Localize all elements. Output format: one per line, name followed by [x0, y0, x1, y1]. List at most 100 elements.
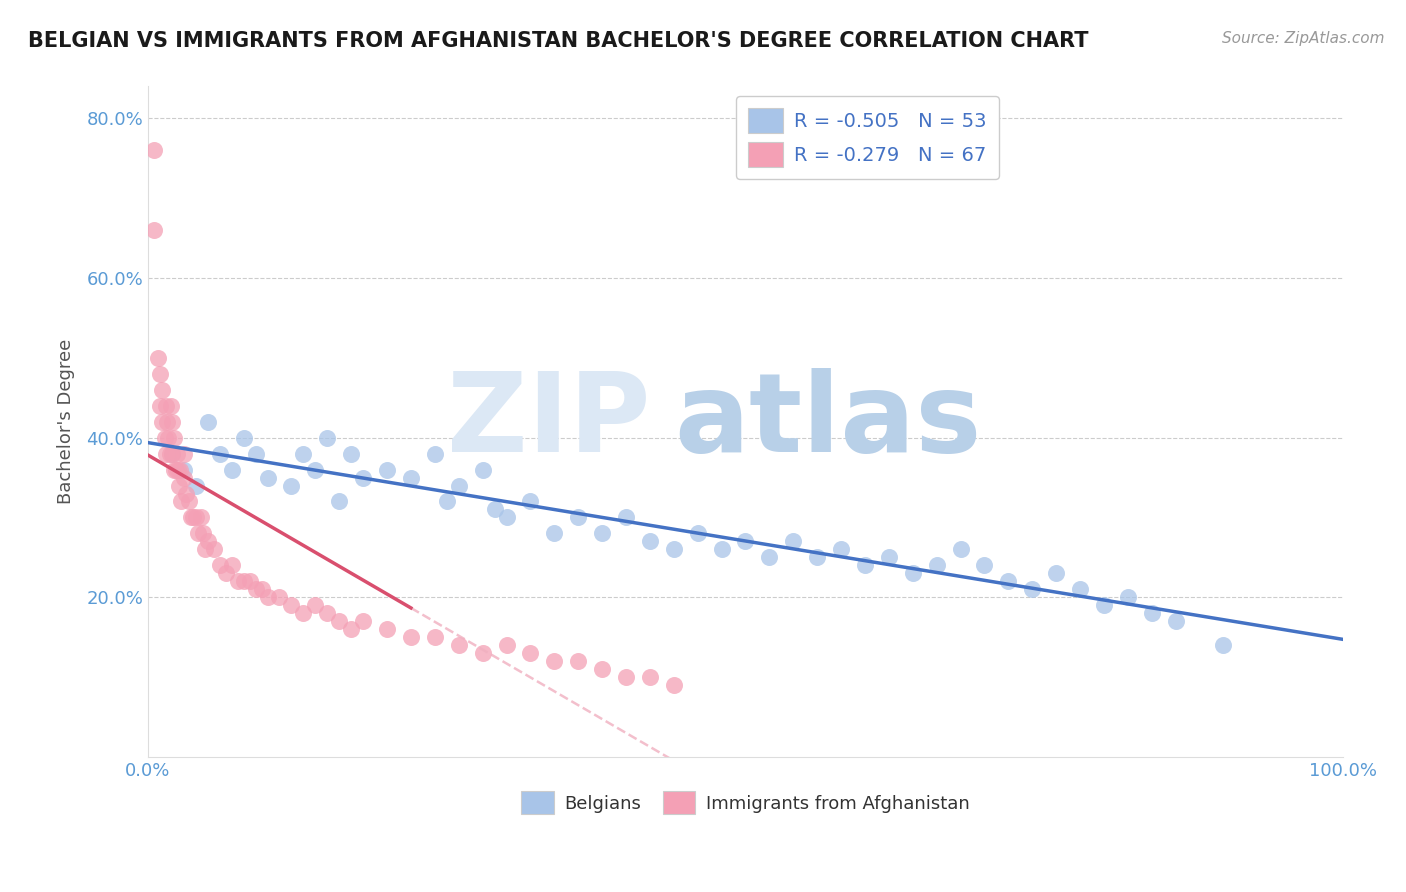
Point	[149, 367, 172, 381]
Text: BELGIAN VS IMMIGRANTS FROM AFGHANISTAN BACHELOR'S DEGREE CORRELATION CHART: BELGIAN VS IMMIGRANTS FROM AFGHANISTAN B…	[28, 31, 1088, 51]
Point	[174, 486, 197, 500]
Point	[280, 599, 302, 613]
Point	[447, 478, 470, 492]
Point	[484, 502, 506, 516]
Point	[662, 678, 685, 692]
Point	[340, 447, 363, 461]
Point	[1116, 591, 1139, 605]
Point	[495, 638, 517, 652]
Point	[1045, 566, 1067, 581]
Point	[143, 143, 166, 157]
Point	[190, 510, 212, 524]
Point	[830, 542, 852, 557]
Point	[399, 470, 422, 484]
Point	[806, 550, 828, 565]
Point	[173, 470, 195, 484]
Point	[591, 662, 613, 676]
Point	[436, 494, 458, 508]
Point	[710, 542, 733, 557]
Point	[191, 526, 214, 541]
Point	[280, 478, 302, 492]
Point	[163, 462, 186, 476]
Point	[399, 630, 422, 644]
Point	[495, 510, 517, 524]
Point	[173, 447, 195, 461]
Point	[519, 494, 541, 508]
Point	[167, 478, 190, 492]
Point	[352, 614, 374, 628]
Point	[166, 447, 188, 461]
Point	[519, 646, 541, 660]
Point	[1092, 599, 1115, 613]
Point	[423, 447, 446, 461]
Point	[328, 494, 350, 508]
Point	[973, 558, 995, 573]
Point	[155, 399, 177, 413]
Point	[925, 558, 948, 573]
Point	[352, 470, 374, 484]
Point	[208, 558, 231, 573]
Point	[232, 431, 254, 445]
Point	[173, 462, 195, 476]
Point	[638, 534, 661, 549]
Point	[156, 415, 179, 429]
Point	[226, 574, 249, 589]
Point	[591, 526, 613, 541]
Point	[1021, 582, 1043, 597]
Point	[169, 462, 191, 476]
Point	[159, 447, 181, 461]
Point	[328, 614, 350, 628]
Point	[159, 399, 181, 413]
Point	[143, 223, 166, 237]
Point	[245, 447, 267, 461]
Point	[304, 599, 326, 613]
Point	[316, 607, 339, 621]
Point	[638, 670, 661, 684]
Point	[146, 351, 169, 365]
Point	[292, 607, 315, 621]
Point	[734, 534, 756, 549]
Point	[163, 431, 186, 445]
Point	[614, 510, 637, 524]
Point	[170, 494, 193, 508]
Point	[149, 399, 172, 413]
Point	[901, 566, 924, 581]
Point	[567, 654, 589, 668]
Point	[316, 431, 339, 445]
Text: atlas: atlas	[673, 368, 981, 475]
Point	[782, 534, 804, 549]
Point	[269, 591, 291, 605]
Point	[877, 550, 900, 565]
Point	[1212, 638, 1234, 652]
Point	[662, 542, 685, 557]
Point	[160, 447, 183, 461]
Point	[208, 447, 231, 461]
Point	[340, 622, 363, 636]
Point	[1164, 614, 1187, 628]
Point	[232, 574, 254, 589]
Point	[1069, 582, 1091, 597]
Point	[758, 550, 780, 565]
Point	[423, 630, 446, 644]
Point	[447, 638, 470, 652]
Point	[150, 415, 173, 429]
Point	[221, 558, 243, 573]
Point	[215, 566, 238, 581]
Point	[183, 510, 205, 524]
Point	[256, 591, 278, 605]
Point	[250, 582, 273, 597]
Point	[567, 510, 589, 524]
Point	[471, 646, 494, 660]
Point	[167, 462, 190, 476]
Point	[292, 447, 315, 461]
Point	[202, 542, 225, 557]
Point	[375, 622, 398, 636]
Point	[543, 526, 565, 541]
Point	[177, 494, 200, 508]
Point	[686, 526, 709, 541]
Point	[180, 510, 202, 524]
Point	[221, 462, 243, 476]
Point	[197, 415, 219, 429]
Y-axis label: Bachelor's Degree: Bachelor's Degree	[58, 339, 75, 504]
Point	[184, 510, 207, 524]
